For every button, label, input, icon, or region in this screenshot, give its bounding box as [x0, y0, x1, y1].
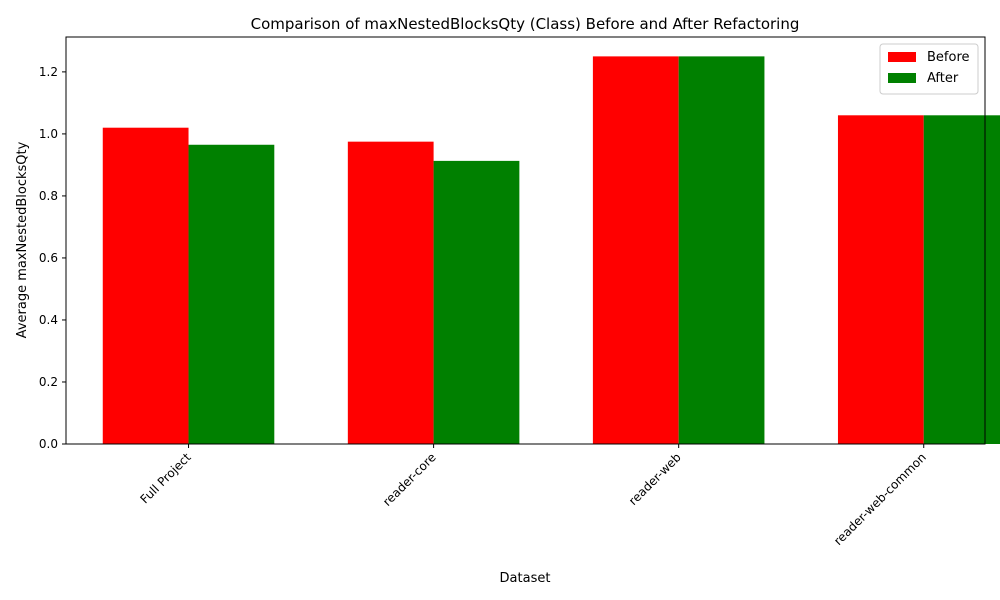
bar-before-2 — [592, 56, 679, 444]
bar-before-3 — [837, 115, 924, 445]
y-tick-label: 1.2 — [39, 65, 58, 79]
bar-after-0 — [188, 144, 275, 444]
bar-before-0 — [102, 127, 189, 444]
y-tick-label: 0.0 — [39, 437, 58, 451]
y-axis: 0.0 0.2 0.4 0.6 0.8 1.0 1.2 — [39, 65, 66, 451]
y-tick-label: 0.8 — [39, 189, 58, 203]
bar-before-1 — [347, 141, 434, 444]
bar-after-2 — [678, 56, 765, 444]
legend-swatch-before — [888, 52, 916, 62]
bar-after-1 — [433, 160, 520, 444]
legend: Before After — [879, 43, 979, 95]
x-tick-label: reader-core — [380, 450, 439, 509]
bar-after-3 — [923, 115, 1000, 445]
y-tick-label: 0.6 — [39, 251, 58, 265]
bars-group — [102, 56, 1000, 445]
legend-label-before: Before — [927, 50, 970, 65]
y-tick-label: 0.2 — [39, 375, 58, 389]
x-axis-label: Dataset — [500, 571, 551, 586]
plot-frame — [65, 36, 986, 445]
x-tick-label: reader-web — [626, 450, 684, 508]
y-axis-label: Average maxNestedBlocksQty — [15, 141, 30, 338]
chart-title: Comparison of maxNestedBlocksQty (Class)… — [251, 15, 800, 33]
legend-swatch-after — [888, 73, 916, 83]
x-tick-label: Full Project — [138, 450, 194, 506]
x-axis: Full Project reader-core reader-web reader-… — [138, 444, 929, 548]
legend-label-after: After — [927, 71, 959, 86]
y-tick-label: 0.4 — [39, 313, 58, 327]
y-tick-label: 1.0 — [39, 127, 58, 141]
x-tick-label: reader-web-common — [831, 450, 929, 548]
